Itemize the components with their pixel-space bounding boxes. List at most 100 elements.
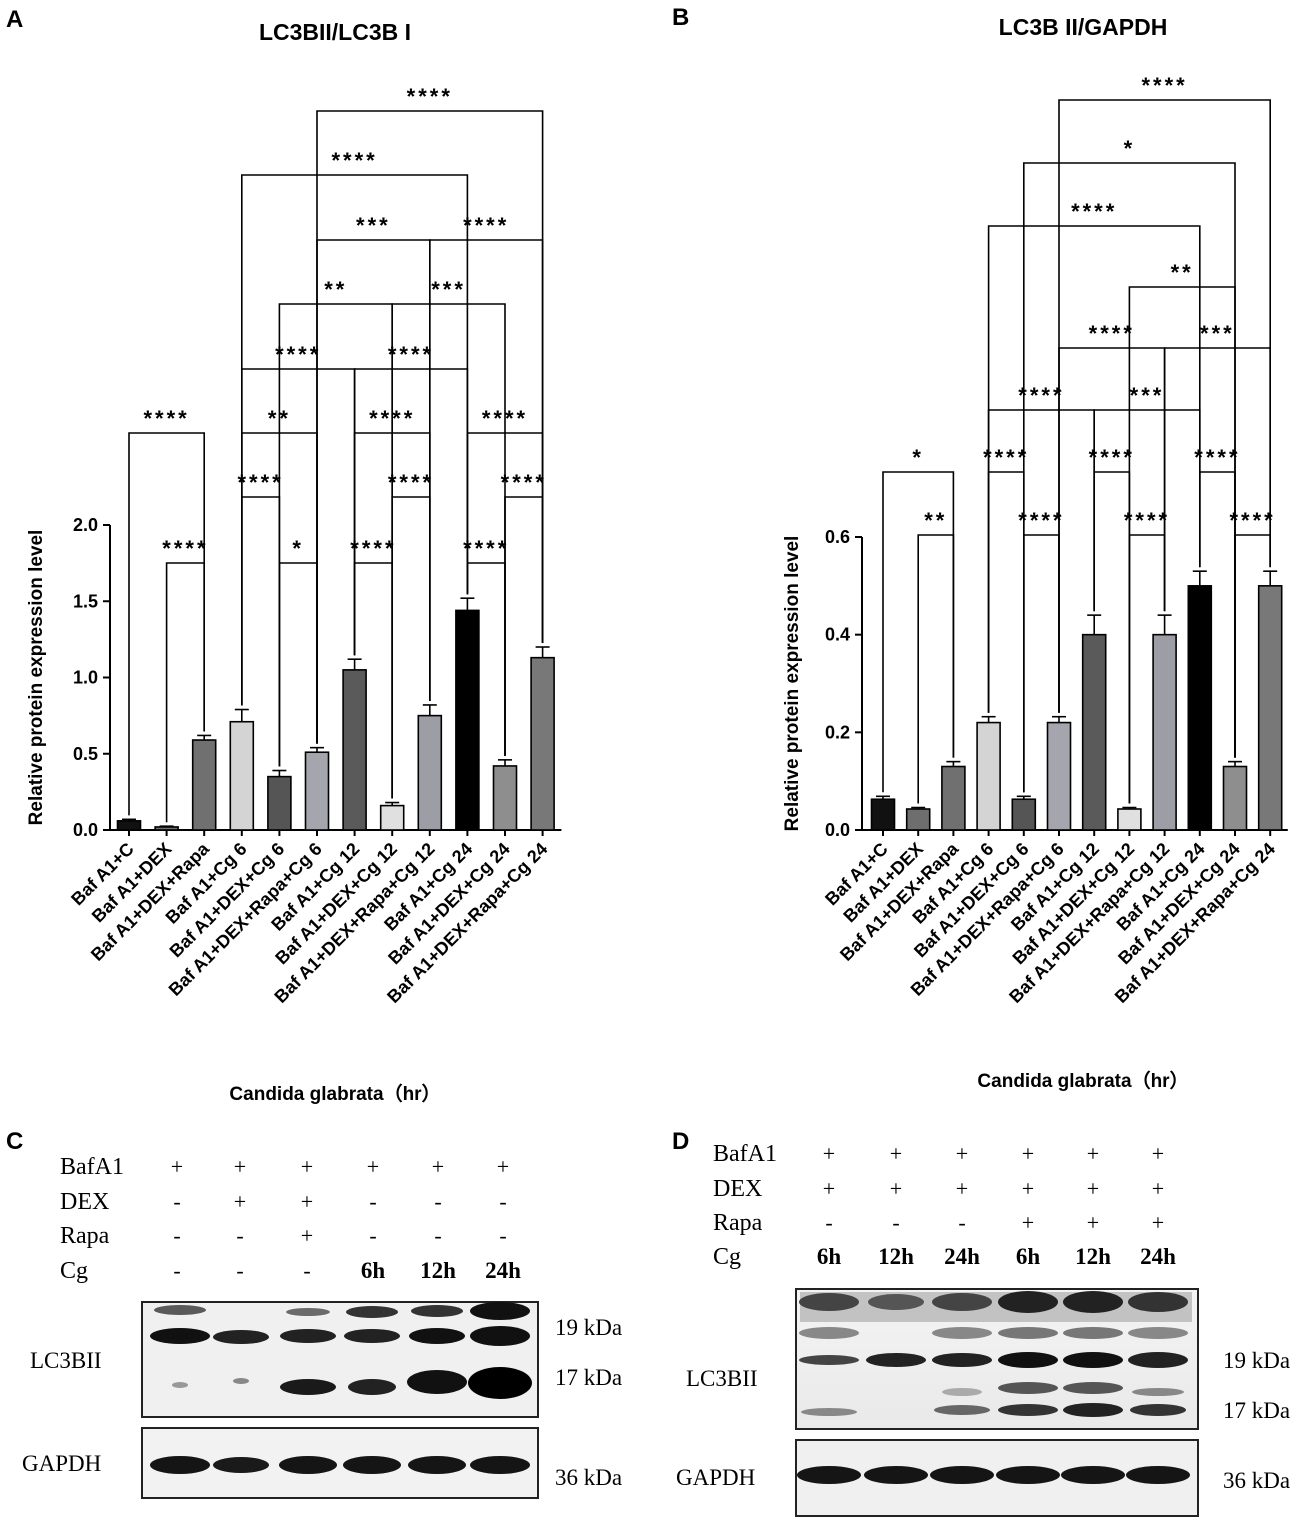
treatment-cell: + (171, 1154, 183, 1179)
treatment-cell: 24h (1140, 1244, 1176, 1269)
treatment-row-label: DEX (60, 1189, 109, 1215)
significance-bracket (316, 110, 544, 744)
treatment-row-label: DEX (713, 1176, 762, 1202)
band (468, 1367, 532, 1399)
band (470, 1326, 530, 1346)
significance-label: **** (162, 536, 208, 561)
significance-label: **** (369, 406, 415, 431)
treatment-cell: + (301, 1154, 313, 1179)
treatment-cell: + (956, 1176, 968, 1201)
significance-label: *** (356, 213, 391, 238)
significance-label: ** (1171, 260, 1194, 285)
y-axis-label: Relative protein expression level (26, 530, 47, 826)
significance-label: **** (331, 148, 377, 173)
band (998, 1404, 1058, 1416)
treatment-cell: + (1087, 1210, 1099, 1235)
treatment-cell: + (234, 1189, 246, 1214)
significance-label: * (912, 445, 924, 470)
band (1063, 1291, 1123, 1313)
blot-c-treatment-table: BafA1 + + + + + + DEX - + + - - - Rapa - - + - - - Cg - - - 6h 12h… (60, 1154, 521, 1284)
panel-label-c: C (6, 1128, 24, 1155)
treatment-cell: + (1152, 1141, 1164, 1166)
significance-label: * (292, 536, 304, 561)
treatment-cell: + (432, 1154, 444, 1179)
significance-label: **** (143, 406, 189, 431)
blot-c-17kda: 17 kDa (555, 1365, 622, 1390)
y-tick-label: 0.6 (825, 527, 850, 547)
blot-c: LC3BII GAPDH 19 kDa 17 kDa 36 kDa BafA1 +… (22, 1154, 622, 1499)
treatment-cell: + (497, 1154, 509, 1179)
chart-title: LC3BII/LC3B I (259, 19, 411, 45)
band (1063, 1403, 1123, 1417)
blot-d-36kda: 36 kDa (1223, 1468, 1290, 1493)
x-axis-label: Candida glabrata（hr） (977, 1069, 1188, 1092)
blot-d-17kda: 17 kDa (1223, 1398, 1290, 1423)
significance-bracket (1023, 162, 1236, 793)
band (1063, 1352, 1123, 1368)
panel-label-d: D (672, 1128, 690, 1155)
y-tick-label: 0.5 (73, 744, 98, 764)
panel-label-a: A (6, 6, 24, 33)
band (1063, 1382, 1123, 1394)
treatment-row-label: BafA1 (60, 1154, 124, 1180)
band (799, 1327, 859, 1339)
band (150, 1328, 210, 1344)
band (932, 1293, 992, 1311)
band (154, 1305, 206, 1315)
significance-bracket (241, 174, 469, 706)
treatment-cell: 12h (1075, 1244, 1111, 1269)
y-tick-label: 2.0 (73, 515, 98, 535)
significance-label: **** (1194, 445, 1240, 470)
treatment-cell: + (890, 1141, 902, 1166)
significance-bracket (882, 471, 955, 793)
y-tick-label: 0.0 (825, 820, 850, 840)
significance-label: ** (324, 277, 347, 302)
treatment-row-label: Cg (713, 1244, 741, 1270)
band (280, 1329, 336, 1343)
significance-label: * (1124, 136, 1136, 161)
band (1126, 1466, 1190, 1484)
treatment-cell: + (1022, 1141, 1034, 1166)
band (930, 1466, 994, 1484)
significance-label: **** (482, 406, 528, 431)
treatment-cell: + (1022, 1210, 1034, 1235)
treatment-row-label: Cg (60, 1258, 88, 1284)
significance-label: **** (983, 445, 1029, 470)
band (998, 1291, 1058, 1313)
chart-a: LC3BII/LC3B I Relative protein expression… (26, 19, 562, 1105)
band (864, 1466, 928, 1484)
band (408, 1456, 466, 1474)
treatment-cell: - (303, 1258, 310, 1283)
significance-label: **** (463, 536, 509, 561)
band (348, 1379, 396, 1395)
band (934, 1405, 990, 1415)
significance-label: ** (924, 508, 947, 533)
band (996, 1466, 1060, 1484)
significance-label: **** (501, 470, 547, 495)
treatment-cell: - (173, 1189, 180, 1214)
band (172, 1382, 188, 1388)
significance-label: **** (350, 536, 396, 561)
blot-c-36kda: 36 kDa (555, 1465, 622, 1490)
band (998, 1327, 1058, 1339)
treatment-cell: + (823, 1141, 835, 1166)
band (1061, 1466, 1125, 1484)
significance-label: **** (1124, 508, 1170, 533)
treatment-cell: 24h (485, 1258, 521, 1283)
band (1132, 1388, 1184, 1396)
band (409, 1328, 465, 1344)
y-tick-label: 1.0 (73, 668, 98, 688)
band (411, 1305, 463, 1317)
band (868, 1294, 924, 1310)
treatment-cell: 24h (944, 1244, 980, 1269)
treatment-cell: - (825, 1210, 832, 1235)
band (800, 1292, 1192, 1322)
treatment-cell: + (301, 1189, 313, 1214)
treatment-cell: - (499, 1223, 506, 1248)
treatment-row-label: Rapa (60, 1223, 110, 1249)
blot-c-lc3-membrane (141, 1301, 539, 1418)
treatment-cell: + (823, 1176, 835, 1201)
significance-label: **** (388, 470, 434, 495)
treatment-cell: + (1087, 1176, 1099, 1201)
